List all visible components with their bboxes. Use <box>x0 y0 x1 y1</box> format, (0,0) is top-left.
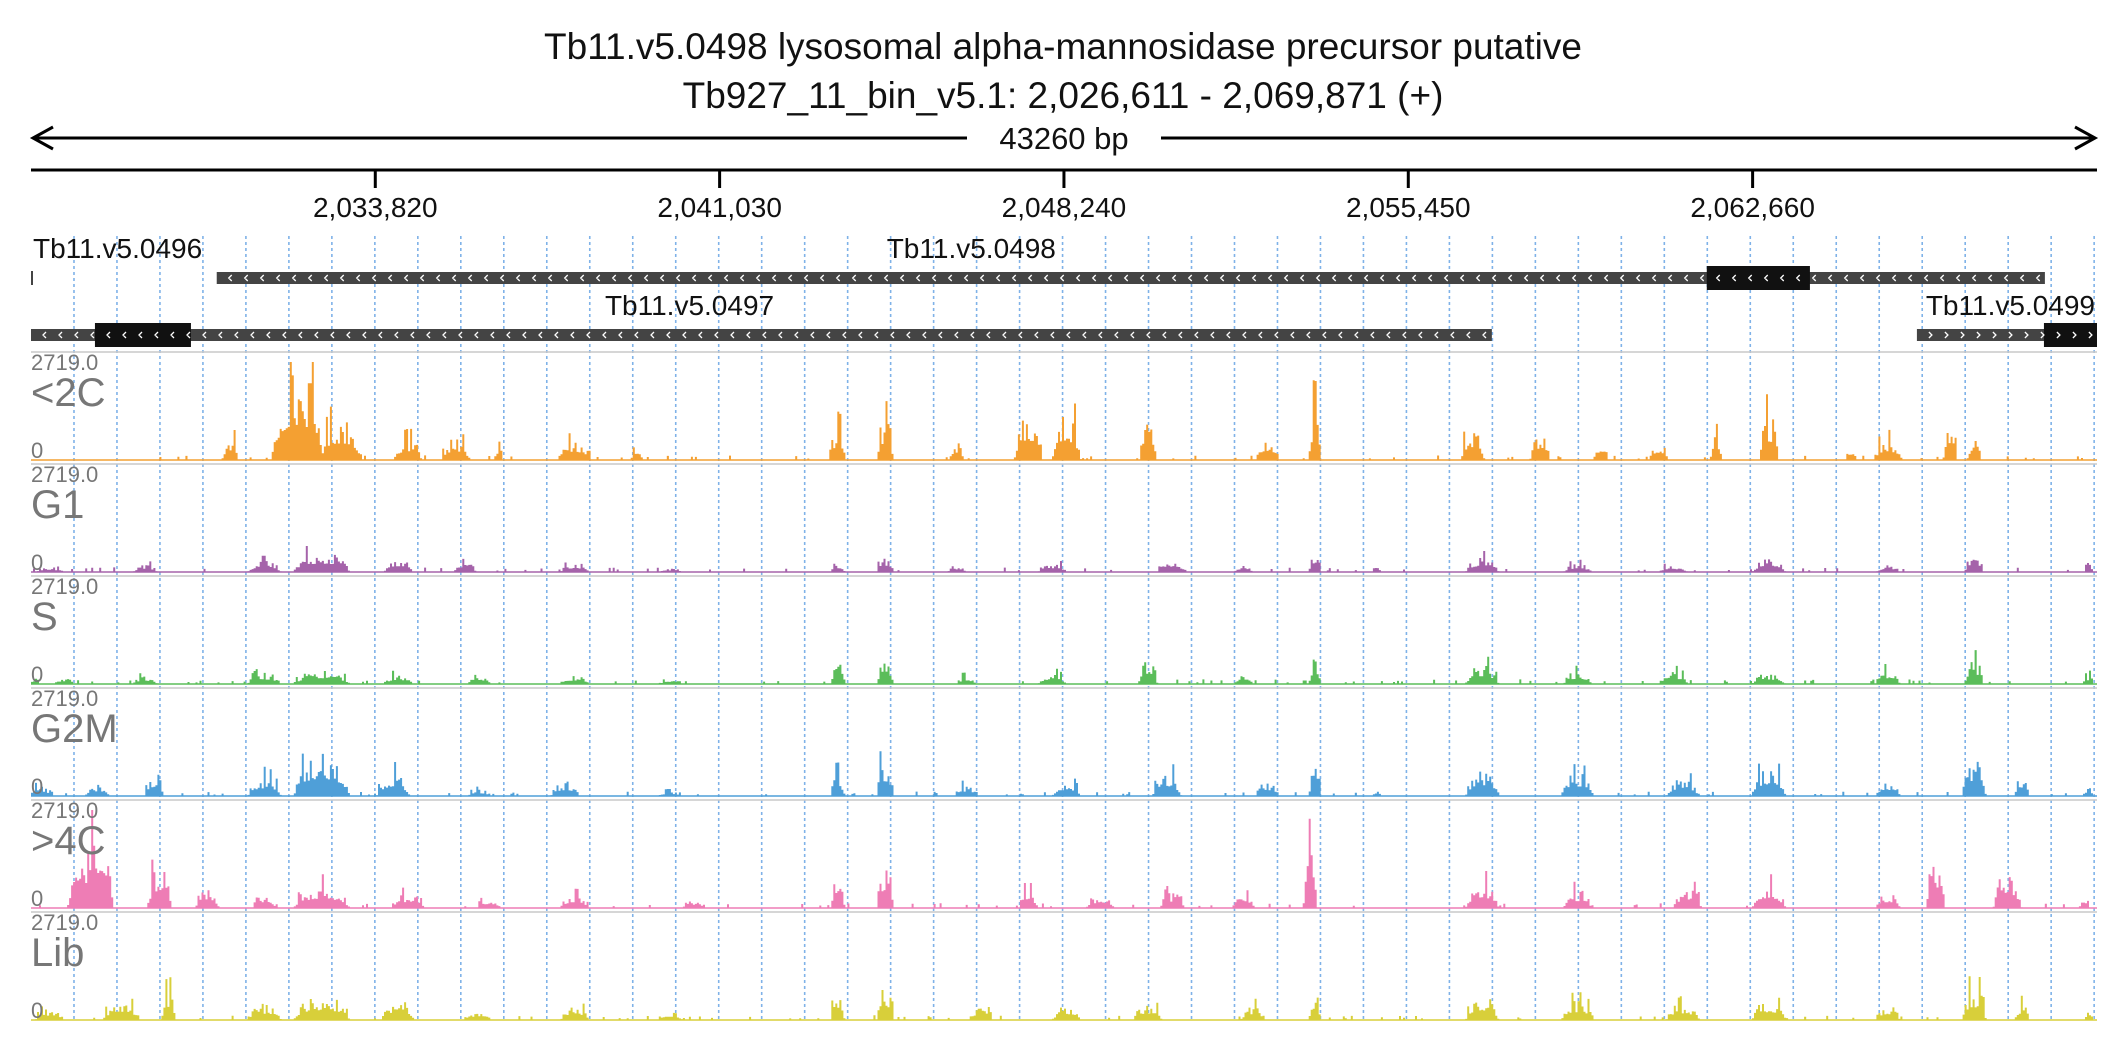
y-min-label: 0 <box>31 998 43 1023</box>
gene-cds <box>94 323 191 347</box>
chart-title: Tb11.v5.0498 lysosomal alpha-mannosidase… <box>544 26 1582 67</box>
x-tick-label: 2,062,660 <box>1690 192 1815 223</box>
coverage-area-S <box>31 650 2097 684</box>
track-name-label: Lib <box>31 931 84 975</box>
y-max-label: 2719.0 <box>31 462 98 487</box>
coverage-area-G2M <box>31 751 2097 796</box>
y-max-label: 2719.0 <box>31 686 98 711</box>
span-indicator: 43260 bp <box>29 121 2099 156</box>
gene-body <box>31 271 33 285</box>
arrow-left-icon <box>29 125 54 151</box>
track-name-label: G2M <box>31 707 118 751</box>
track-name-label: <2C <box>31 371 106 415</box>
track-name-label: G1 <box>31 483 84 527</box>
x-tick-label: 2,033,820 <box>313 192 438 223</box>
strand-chevrons <box>1928 331 2093 339</box>
x-tick-label: 2,041,030 <box>657 192 782 223</box>
coverage-area-Lib <box>31 976 2097 1020</box>
gene-body <box>31 329 1492 341</box>
gene-Tb11.v5.0499: Tb11.v5.0499 <box>1916 290 2097 347</box>
coverage-area-<2C <box>31 362 2097 460</box>
strand-chevrons <box>227 274 2041 282</box>
y-max-label: 2719.0 <box>31 350 98 375</box>
y-min-label: 0 <box>31 438 43 463</box>
vertical-gridlines <box>73 236 2095 1020</box>
track-G1: 2719.0G1 0 <box>31 462 2097 575</box>
track-<2C: 2719.0<2C 0 <box>31 350 2097 463</box>
gene-label: Tb11.v5.0499 <box>1926 290 2095 321</box>
gene-cds <box>2043 323 2097 347</box>
y-max-label: 2719.0 <box>31 574 98 599</box>
track-name-label: S <box>31 595 58 639</box>
gene-label: Tb11.v5.0497 <box>605 290 774 321</box>
y-max-label: 2719.0 <box>31 910 98 935</box>
gene-Tb11.v5.0497: Tb11.v5.0497 <box>31 290 1492 347</box>
arrow-right-icon <box>2074 125 2099 151</box>
track->4C: 2719.0>4C 0 <box>31 798 2097 911</box>
x-axis: 2,033,820 2,041,030 2,048,240 2,055,450 2,06… <box>31 168 2097 223</box>
strand-chevrons <box>42 331 1487 339</box>
y-min-label: 0 <box>31 774 43 799</box>
track-name-label: >4C <box>31 819 106 863</box>
gene-Tb11.v5.0496: Tb11.v5.0496 <box>31 233 202 285</box>
chart-subtitle: Tb927_11_bin_v5.1: 2,026,611 - 2,069,871… <box>683 75 1444 116</box>
gene-cds <box>1706 266 1810 290</box>
gene-label: Tb11.v5.0496 <box>33 233 202 264</box>
y-min-label: 0 <box>31 886 43 911</box>
gene-label: Tb11.v5.0498 <box>887 233 1056 264</box>
y-min-label: 0 <box>31 662 43 687</box>
coverage-area->4C <box>31 810 2097 908</box>
gene-track: Tb11.v5.0496 Tb11.v5.0498 Tb11.v5.0497 Tb11… <box>31 233 2097 347</box>
track-S: 2719.0S 0 <box>31 574 2097 687</box>
y-min-label: 0 <box>31 550 43 575</box>
x-tick-label: 2,048,240 <box>1002 192 1127 223</box>
gene-Tb11.v5.0498: Tb11.v5.0498 <box>216 233 2045 290</box>
gene-body <box>216 272 2045 284</box>
coverage-area-G1 <box>31 546 2097 572</box>
y-max-label: 2719.0 <box>31 798 98 823</box>
span-length-label: 43260 bp <box>999 121 1128 156</box>
coverage-tracks: 2719.0<2C02719.0G102719.0S02719.0G2M0271… <box>31 350 2097 1023</box>
x-tick-label: 2,055,450 <box>1346 192 1471 223</box>
